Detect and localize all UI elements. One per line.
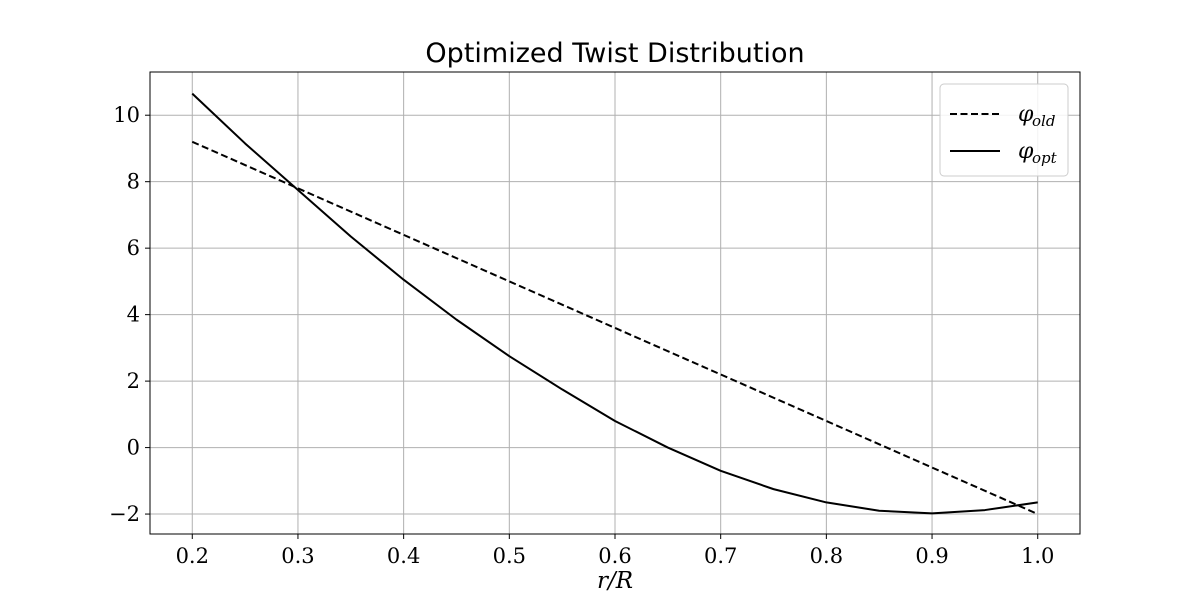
x-tick-label: 0.4 — [387, 544, 420, 568]
chart-title: Optimized Twist Distribution — [425, 38, 804, 69]
y-tick-label: 4 — [127, 303, 140, 327]
legend-box — [939, 83, 1069, 177]
y-tick-label: 8 — [127, 170, 140, 194]
series-line-old — [191, 140, 1039, 515]
x-tick-label: 0.9 — [915, 544, 948, 568]
y-tick-label: −2 — [109, 502, 140, 526]
legend-subscript: old — [1032, 112, 1055, 130]
y-tick-label: 0 — [127, 436, 140, 460]
x-tick-label: 0.2 — [176, 544, 209, 568]
y-tick-label: 2 — [127, 369, 140, 393]
legend-symbol: φ — [1018, 139, 1034, 164]
series-lines — [191, 92, 1039, 515]
y-tick-label: 6 — [127, 236, 140, 260]
x-tick-label: 0.3 — [281, 544, 314, 568]
y-axis-ticks: −2 0 2 4 6 8 10 — [109, 103, 150, 526]
legend-subscript: opt — [1032, 149, 1058, 167]
x-axis-ticks: 0.2 0.3 0.4 0.5 0.6 0.7 0.8 0.9 1.0 — [176, 534, 1054, 568]
series-line-opt — [191, 92, 1038, 515]
x-tick-label: 1.0 — [1021, 544, 1054, 568]
grid — [150, 72, 1080, 534]
x-tick-label: 0.5 — [493, 544, 526, 568]
x-tick-label: 0.6 — [598, 544, 631, 568]
x-axis-label: r/R — [597, 568, 633, 594]
x-tick-label: 0.8 — [810, 544, 843, 568]
legend-symbol: φ — [1018, 102, 1034, 127]
y-tick-label: 10 — [113, 103, 140, 127]
x-tick-label: 0.7 — [704, 544, 737, 568]
